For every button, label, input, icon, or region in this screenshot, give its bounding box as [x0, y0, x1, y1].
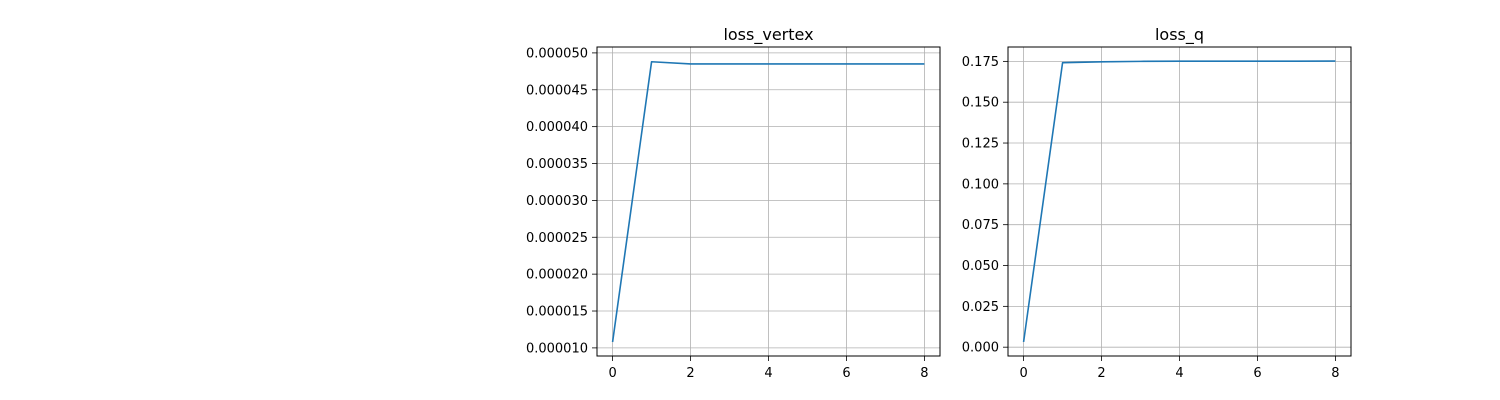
y-tick-label: 0.100: [962, 177, 999, 192]
y-tick-label: 0.175: [962, 55, 999, 70]
x-tick-label: 0: [608, 366, 616, 381]
y-tick-label: 0.000010: [526, 341, 588, 356]
y-tick-label: 0.000: [962, 341, 999, 356]
series-line: [611, 60, 925, 343]
y-tick-label: 0.000015: [526, 305, 588, 320]
y-tick-label: 0.000025: [526, 231, 588, 246]
x-tick-label: 6: [1253, 366, 1261, 381]
x-tick-label: 4: [1175, 366, 1183, 381]
x-tick-label: 8: [1331, 366, 1339, 381]
series-line: [1022, 60, 1336, 343]
y-tick-label: 0.125: [962, 137, 999, 152]
subplot-loss-q: loss_q 0 2 4 6 8 0.000 0.025 0.050 0.075 0.100 0.1…: [962, 25, 1352, 381]
x-tick-label: 2: [1097, 366, 1105, 381]
y-tick-label: 0.075: [962, 218, 999, 233]
x-tick-label: 4: [764, 366, 772, 381]
y-tick-label: 0.000040: [526, 120, 588, 135]
y-tick-label: 0.050: [962, 259, 999, 274]
y-tick-label: 0.000045: [526, 83, 588, 98]
x-tick-label: 6: [842, 366, 850, 381]
y-tick-label: 0.000050: [526, 46, 588, 61]
x-tick-label: 2: [686, 366, 694, 381]
y-tick-label: 0.000030: [526, 194, 588, 209]
chart-title: loss_q: [1155, 25, 1204, 45]
x-tick-label: 0: [1019, 366, 1027, 381]
chart-title: loss_vertex: [723, 25, 813, 45]
x-tick-label: 8: [920, 366, 928, 381]
subplot-loss-vertex: loss_vertex 0 2 4 6 8 0.000010 0.000015 0.00002…: [526, 25, 941, 381]
y-tick-label: 0.000035: [526, 157, 588, 172]
y-tick-label: 0.150: [962, 96, 999, 111]
y-tick-label: 0.000020: [526, 268, 588, 283]
y-tick-label: 0.025: [962, 300, 999, 315]
